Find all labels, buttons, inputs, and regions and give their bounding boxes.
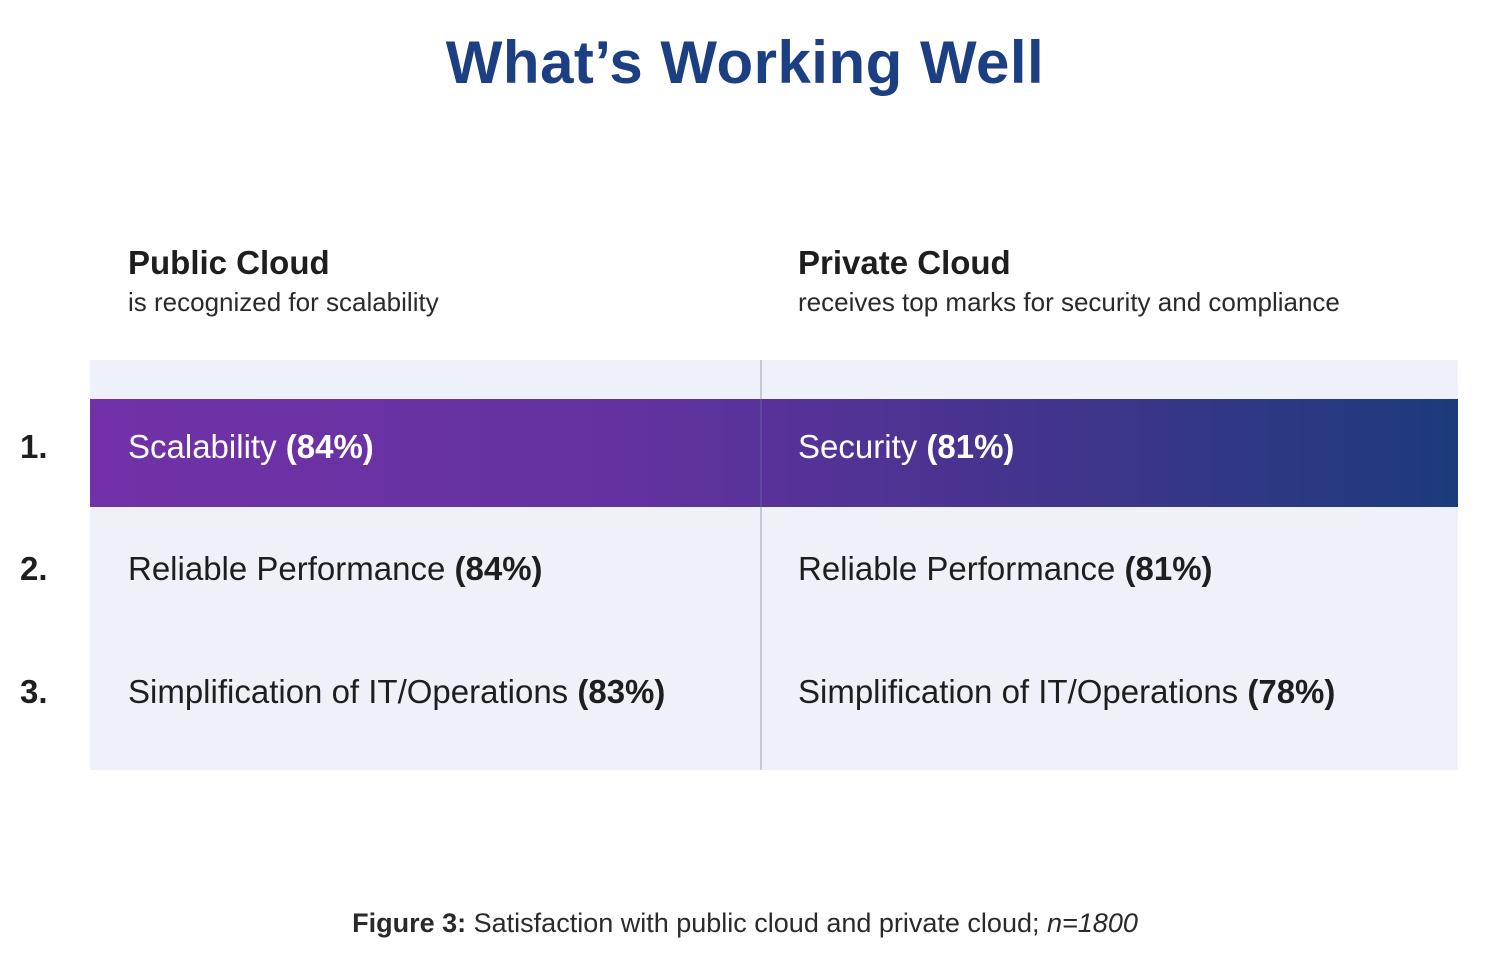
sample-size: n=1800 xyxy=(1047,908,1138,938)
public-rank-1: Scalability (84%) xyxy=(128,428,374,466)
column-divider xyxy=(760,360,762,770)
top-rank-highlight-bar xyxy=(90,399,1458,507)
caption-text: Satisfaction with public cloud and priva… xyxy=(473,908,1040,938)
private-rank-3-pct: (78%) xyxy=(1247,673,1336,710)
public-rank-1-label: Scalability xyxy=(128,428,277,465)
private-rank-1: Security (81%) xyxy=(798,428,1014,466)
private-rank-2: Reliable Performance (81%) xyxy=(798,550,1213,588)
private-cloud-subheading: receives top marks for security and comp… xyxy=(798,287,1340,317)
private-rank-2-pct: (81%) xyxy=(1124,550,1213,587)
public-rank-3-label: Simplification of IT/Operations xyxy=(128,673,569,710)
rank-number-2: 2. xyxy=(20,550,48,587)
rank-number-1: 1. xyxy=(20,428,48,465)
private-rank-1-label: Security xyxy=(798,428,918,465)
public-cloud-header: Public Cloud is recognized for scalabili… xyxy=(128,244,439,322)
page-title: What’s Working Well xyxy=(445,29,1045,96)
figure-label: Figure 3: xyxy=(352,908,467,938)
public-rank-3-pct: (83%) xyxy=(577,673,666,710)
public-rank-2-pct: (84%) xyxy=(454,550,543,587)
public-rank-1-pct: (84%) xyxy=(285,428,374,465)
public-cloud-subheading: is recognized for scalability xyxy=(128,287,439,317)
public-rank-2-label: Reliable Performance xyxy=(128,550,446,587)
public-rank-3: Simplification of IT/Operations (83%) xyxy=(128,673,665,711)
figure-caption: Figure 3: Satisfaction with public cloud… xyxy=(0,908,1490,939)
private-cloud-heading: Private Cloud xyxy=(798,244,1011,281)
private-rank-1-pct: (81%) xyxy=(926,428,1015,465)
private-rank-3-label: Simplification of IT/Operations xyxy=(798,673,1239,710)
highlight-column-divider xyxy=(760,399,762,507)
private-rank-2-label: Reliable Performance xyxy=(798,550,1116,587)
private-rank-3: Simplification of IT/Operations (78%) xyxy=(798,673,1335,711)
rank-number-3: 3. xyxy=(20,673,48,710)
public-rank-2: Reliable Performance (84%) xyxy=(128,550,543,588)
public-cloud-heading: Public Cloud xyxy=(128,244,330,281)
private-cloud-header: Private Cloud receives top marks for sec… xyxy=(798,244,1340,322)
